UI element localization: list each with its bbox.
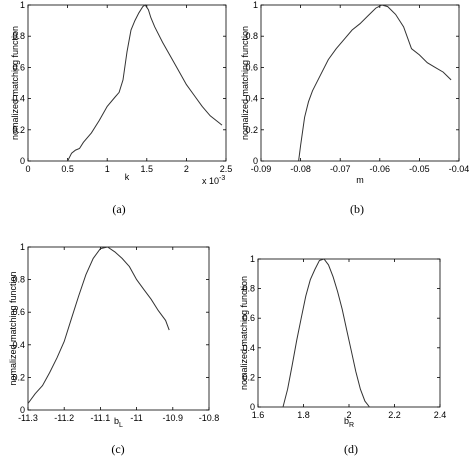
plot-frame [257, 258, 441, 408]
x-tick-label: 0 [25, 164, 30, 174]
y-tick-label: 0 [253, 156, 258, 166]
y-tick-label: 0 [250, 402, 255, 412]
y-tick-label: 0.2 [242, 372, 255, 382]
y-tick-label: 0.6 [12, 62, 25, 72]
x-tick-label: 2.2 [388, 410, 401, 420]
y-tick-label: 0.6 [12, 307, 25, 317]
plot-frame [260, 4, 460, 162]
y-tick-label: 0.8 [242, 284, 255, 294]
x-tick-label: -10.9 [163, 413, 184, 423]
x-tick-label: -11.2 [54, 413, 74, 423]
y-axis-label: nomalized matching function [240, 26, 250, 140]
y-tick-label: 0.8 [12, 275, 25, 285]
panel-caption: (d) [344, 442, 358, 456]
x-axis-label-subscript: R [349, 422, 354, 429]
x-tick-label: 2.5 [220, 164, 233, 174]
y-tick-label: 1 [20, 0, 25, 10]
y-tick-label: 1 [253, 0, 258, 10]
x-tick-label: 2.4 [434, 410, 447, 420]
plot-frame [27, 4, 227, 162]
y-tick-label: 1 [20, 242, 25, 252]
x-axis-label-main: b [344, 416, 349, 426]
y-tick-label: 0.6 [245, 62, 258, 72]
x-tick-label: -11 [130, 413, 142, 423]
chart-panel-4: 1.6 1.8 2 2.2 2.4 0 0.2 0.4 0.6 0.8 1 nomalized mat… [239, 254, 446, 456]
chart-panel-3: -11.3 -11.2 -11.1 -11 -10.9 -10.8 0 0.2 0.4 0.6 0.… [8, 242, 219, 456]
x-axis-label: bL [114, 416, 123, 429]
x-axis-label-main: b [114, 416, 119, 426]
panel-caption: (a) [112, 202, 125, 216]
x-axis-multiplier-base: x 10 [202, 176, 219, 186]
y-tick-label: 0.4 [242, 343, 255, 353]
x-axis-label-main: k [125, 172, 130, 182]
chart-panel-1: 0 0.5 1 1.5 2 2.5 0 0.2 0.4 0.6 0.8 1 x 10-3 nomalize… [10, 0, 232, 216]
y-tick-label: 0.8 [245, 31, 258, 41]
chart-panel-2: -0.09 -0.08 -0.07 -0.06 -0.05 -0.04 0 0.2 0.4 0.6… [240, 0, 469, 216]
y-tick-label: 0 [20, 405, 25, 415]
x-tick-label: -11.1 [90, 413, 110, 423]
series-line-1 [67, 4, 223, 162]
panel-caption: (c) [111, 442, 124, 456]
panel-caption: (b) [350, 202, 364, 216]
x-tick-label: -0.05 [409, 164, 430, 174]
x-tick-label: 1.6 [252, 410, 265, 420]
y-tick-label: 0.6 [242, 313, 255, 323]
y-axis-label: nomalized matching function [8, 271, 18, 385]
x-tick-label: -0.09 [251, 164, 272, 174]
x-tick-label: -10.8 [199, 413, 220, 423]
y-axis-label: nomalized matching function [239, 276, 249, 390]
x-tick-label: -11.3 [18, 413, 38, 423]
y-tick-label: 0.2 [245, 125, 258, 135]
series-line-1 [27, 246, 170, 404]
y-axis-label: nomalized matching function [10, 26, 20, 140]
x-tick-label: 1 [105, 164, 110, 174]
x-axis-multiplier: x 10-3 [202, 175, 225, 186]
x-tick-label: 0.5 [61, 164, 74, 174]
y-tick-label: 0.4 [12, 340, 25, 350]
plot-frame [27, 246, 210, 411]
x-tick-label: 1.8 [297, 410, 310, 420]
y-tick-label: 0.4 [245, 94, 258, 104]
x-tick-label: -0.06 [370, 164, 391, 174]
y-tick-label: 0.2 [12, 372, 25, 382]
x-tick-label: 2 [184, 164, 189, 174]
x-axis-multiplier-exp: -3 [219, 175, 225, 182]
x-tick-label: -0.04 [449, 164, 470, 174]
y-tick-label: 0.8 [12, 31, 25, 41]
x-axis-label: m [356, 175, 364, 185]
x-tick-label: 1.5 [141, 164, 154, 174]
y-tick-label: 1 [250, 254, 255, 264]
x-axis-label-main: m [356, 175, 364, 185]
x-axis-label-subscript: L [119, 422, 123, 429]
y-tick-label: 0.4 [12, 94, 25, 104]
x-axis-label: bR [344, 416, 354, 429]
series-line-1 [298, 4, 452, 162]
y-tick-label: 0.2 [12, 125, 25, 135]
x-tick-label: -0.07 [330, 164, 351, 174]
y-tick-label: 0 [20, 156, 25, 166]
series-line-1 [282, 258, 370, 408]
x-tick-label: 2 [346, 410, 351, 420]
x-tick-label: -0.08 [290, 164, 311, 174]
x-axis-label: k [125, 172, 130, 182]
